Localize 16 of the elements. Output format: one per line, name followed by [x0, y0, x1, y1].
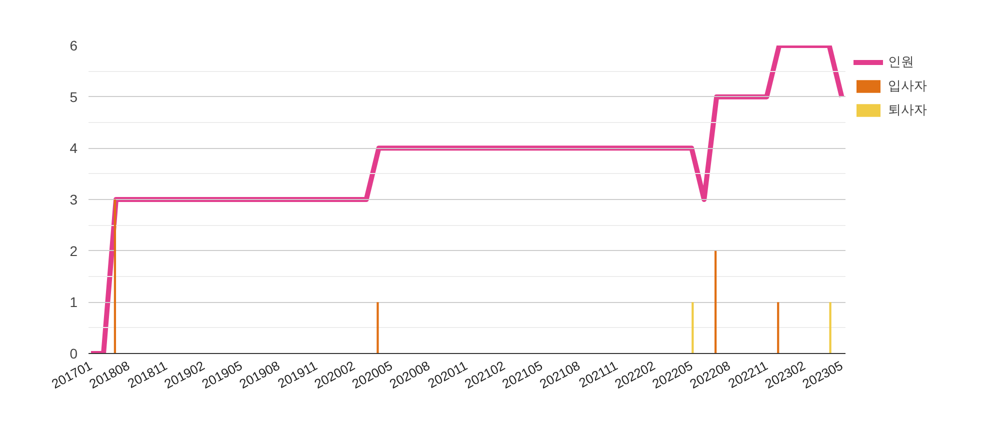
- bar: [829, 302, 832, 354]
- y-tick-label: 3: [70, 192, 78, 208]
- bar: [714, 250, 717, 354]
- bar: [777, 302, 780, 354]
- y-tick-label: 1: [70, 294, 78, 310]
- y-tick-label: 6: [70, 38, 78, 54]
- bar: [114, 200, 116, 354]
- y-tick-label: 4: [70, 140, 78, 156]
- legend-label: 입사자: [888, 77, 927, 95]
- y-tick-label: 0: [70, 346, 78, 362]
- legend-label: 인원: [888, 53, 914, 71]
- y-tick-label: 5: [70, 88, 78, 105]
- y-tick-label: 2: [70, 242, 78, 259]
- bar: [376, 302, 379, 354]
- bar: [692, 302, 694, 354]
- legend-label: 퇴사자: [888, 101, 927, 119]
